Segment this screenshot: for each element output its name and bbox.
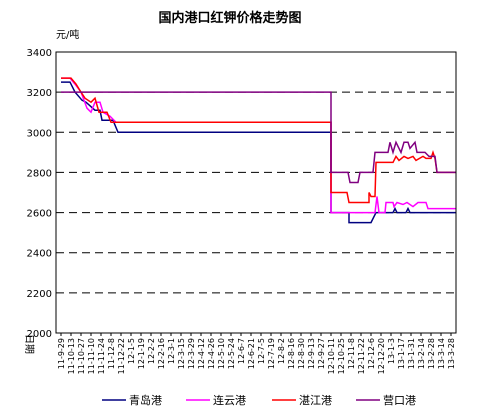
x-tick-label: 12-4-12 (197, 338, 206, 369)
x-tick-label: 12-1-5 (127, 338, 136, 364)
chart-title: 国内港口红钾价格走势图 (158, 10, 301, 26)
x-tick-label: 12-7-5 (257, 338, 266, 364)
x-tick-label: 13-1-17 (397, 338, 406, 369)
legend-label: 连云港 (213, 394, 246, 407)
x-tick-label: 12-2-16 (157, 338, 166, 369)
y-tick-labels: 2000 2200 2400 2600 2800 3000 3200 3400 (27, 48, 52, 340)
x-tick-label: 11-10-27 (77, 338, 86, 374)
series-lines (61, 77, 456, 224)
y-tick-label: 3200 (27, 88, 52, 99)
series-line-2 (61, 77, 456, 204)
x-tick-label: 12-12-20 (377, 338, 386, 374)
x-tick-label: 12-9-27 (317, 338, 326, 369)
legend-label: 青岛港 (129, 393, 162, 407)
x-tick-label: 13-3-14 (437, 338, 446, 369)
y-tick-label: 2000 (27, 329, 52, 340)
x-tick-label: 12-9-13 (307, 338, 316, 369)
x-tick-label: 12-11-22 (357, 338, 366, 374)
x-tick-label: 12-5-10 (217, 338, 226, 369)
x-tick-label: 12-3-15 (177, 338, 186, 369)
x-tick-label: 12-11-8 (347, 338, 356, 369)
x-tick-label: 11-10-13 (67, 338, 76, 374)
series-line-3 (61, 91, 456, 184)
y-tick-label: 2200 (27, 289, 52, 300)
x-tick-label: 11-12-22 (117, 338, 126, 374)
y-tick-label: 3400 (27, 48, 52, 59)
x-tick-label: 12-6-21 (247, 338, 256, 369)
x-tick-label: 11-9-29 (57, 338, 66, 369)
x-tick-label: 12-4-26 (207, 338, 216, 369)
x-tick-label: 12-5-24 (227, 338, 236, 369)
x-tick-label: 12-1-19 (137, 338, 146, 369)
legend-label: 营口港 (383, 393, 416, 407)
x-tick-label: 12-8-16 (287, 338, 296, 369)
x-axis-label: 日期 (23, 334, 35, 354)
y-tick-label: 2600 (27, 209, 52, 220)
y-tick-label: 2400 (27, 249, 52, 260)
x-tick-label: 12-8-2 (277, 338, 286, 364)
x-tick-label: 12-6-7 (237, 338, 246, 364)
x-tick-label: 12-12-6 (367, 338, 376, 369)
x-tick-label: 13-1-31 (407, 338, 416, 369)
x-tick-label: 12-10-25 (337, 338, 346, 374)
x-tick-label: 13-2-28 (427, 338, 436, 369)
y-tick-label: 3000 (27, 128, 52, 139)
y-tick-label: 2800 (27, 168, 52, 179)
x-tick-label: 12-2-2 (147, 338, 156, 364)
x-tick-label: 11-11-10 (87, 338, 96, 374)
x-tick-label: 12-10-11 (327, 338, 336, 374)
legend-label: 湛江港 (299, 394, 332, 407)
x-tick-label: 13-1-3 (387, 338, 396, 364)
x-tick-label: 11-11-24 (97, 338, 106, 374)
x-tick-label: 13-3-28 (447, 338, 456, 369)
series-line-1 (61, 77, 456, 214)
legend: 青岛港 连云港 湛江港 营口港 (102, 393, 416, 407)
x-tick-label: 12-8-30 (297, 338, 306, 369)
x-tick-labels: 11-9-29 11-10-13 11-10-27 11-11-10 11-11-24 1… (57, 333, 456, 374)
series-line-0 (61, 81, 456, 224)
x-tick-label: 12-3-1 (167, 338, 176, 364)
x-tick-label: 11-12-8 (107, 338, 116, 369)
x-tick-label: 12-3-29 (187, 338, 196, 369)
y-axis-label: 元/吨 (56, 28, 79, 41)
x-tick-label: 13-2-14 (417, 338, 426, 369)
x-tick-label: 12-7-19 (267, 338, 276, 369)
plot-frame (55, 51, 457, 334)
